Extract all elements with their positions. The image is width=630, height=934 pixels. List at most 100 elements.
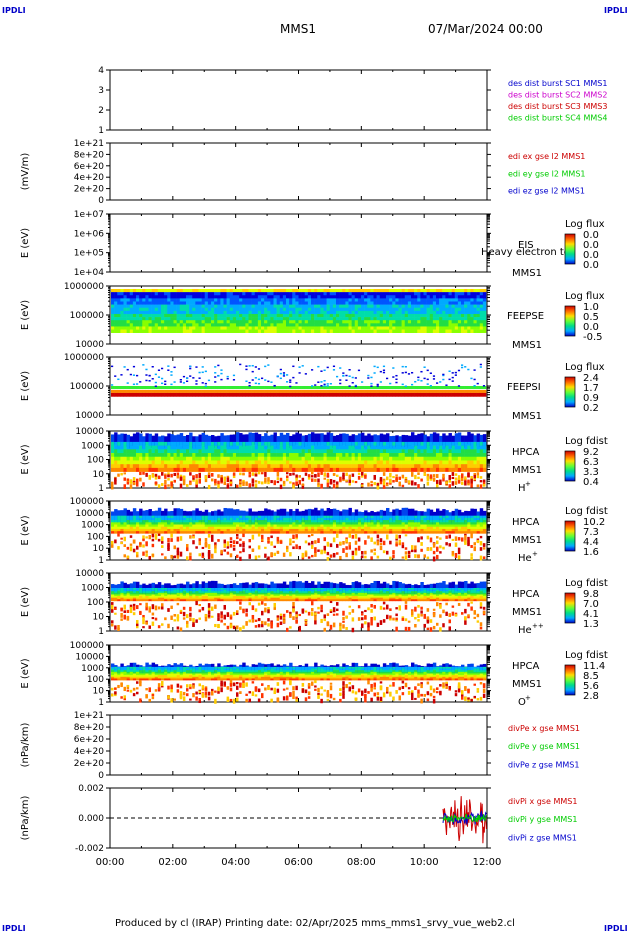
spectrogram-cell: [442, 304, 446, 309]
spectrogram-cell: [236, 554, 239, 558]
spectrogram-cell: [132, 520, 137, 523]
spectrogram-cell: [467, 329, 471, 333]
spectrogram-cell: [173, 307, 177, 312]
spectrogram-cell: [226, 298, 231, 302]
spectrogram-cell: [242, 533, 245, 538]
spectrogram-cell: [251, 453, 256, 458]
spectrogram-cell: [404, 456, 409, 461]
spectrogram-cell: [111, 317, 115, 321]
spectrogram-cell: [442, 307, 446, 312]
spectrogram-cell: [248, 524, 252, 528]
spectrogram-cell: [351, 329, 356, 333]
spectrogram-cell: [195, 520, 199, 523]
spectrogram-cell: [357, 326, 362, 330]
spectrogram-cell: [129, 298, 134, 302]
spectrogram-cell: [407, 480, 411, 484]
spectrogram-cell: [142, 464, 146, 469]
spectrogram-cell: [214, 366, 217, 368]
spectrogram-cell: [386, 467, 390, 472]
spectrogram-cell: [117, 329, 121, 333]
spectrogram-cell: [445, 467, 449, 472]
spectrogram-cell: [248, 445, 252, 450]
spectrogram-cell: [326, 310, 331, 315]
spectrogram-cell: [473, 310, 477, 315]
spectrogram-cell: [142, 522, 146, 525]
spectrogram-cell: [298, 475, 301, 478]
spectrogram-cell: [229, 310, 234, 315]
spectrogram-cell: [326, 441, 331, 446]
spectrogram-cell: [245, 329, 249, 333]
spectrogram-cell: [276, 524, 281, 528]
spectrogram-cell: [289, 449, 293, 454]
spectrogram-cell: [201, 453, 206, 458]
spectrogram-cell: [117, 460, 121, 465]
spectrogram-cell: [154, 310, 159, 315]
spectrogram-cell: [345, 295, 349, 299]
spectrogram-cell: [395, 456, 399, 461]
spectrogram-cell: [201, 432, 206, 445]
spectrogram-cell: [298, 307, 302, 312]
spectrogram-cell: [332, 310, 337, 315]
spectrogram-cell: [332, 453, 337, 458]
instrument-label: EIS: [518, 240, 534, 251]
spectrogram-cell: [304, 310, 309, 315]
spectrogram-cell: [264, 386, 268, 389]
spectrogram-cell: [214, 304, 218, 309]
spectrogram-cell: [432, 389, 437, 393]
spectrogram-cell: [189, 441, 193, 446]
spectrogram-cell: [286, 460, 290, 465]
spectrogram-cell: [404, 298, 409, 302]
spectrogram-cell: [298, 317, 302, 321]
spectrogram-cell: [142, 307, 146, 312]
spectrogram-cell: [139, 515, 143, 519]
spectrogram-cell: [354, 317, 359, 321]
spectrogram-cell: [295, 307, 299, 312]
colorbar-tick-label: 2.4: [583, 373, 599, 384]
spectrogram-cell: [395, 310, 399, 315]
spectrogram-cell: [411, 320, 415, 324]
spectrogram-cell: [114, 310, 118, 315]
spectrogram-cell: [336, 467, 340, 472]
spectrogram-cell: [198, 479, 201, 484]
spectrogram-cell: [482, 386, 487, 389]
spectrogram-cell: [295, 441, 299, 446]
spectrogram-cell: [229, 524, 234, 528]
spectrogram-cell: [161, 329, 165, 333]
y-tick-label: 1: [98, 556, 104, 566]
spectrogram-cell: [276, 323, 281, 327]
spectrogram-cell: [361, 317, 365, 321]
spectrogram-cell: [432, 323, 437, 327]
spectrogram-cell: [251, 370, 254, 373]
spectrogram-cell: [126, 478, 130, 481]
spectrogram-cell: [151, 392, 156, 397]
spectrogram-cell: [242, 541, 245, 544]
spectrogram-cell: [220, 524, 224, 528]
spectrogram-cell: [423, 304, 427, 309]
spectrogram-cell: [298, 456, 302, 461]
spectrogram-cell: [426, 481, 430, 486]
spectrogram-cell: [407, 435, 412, 448]
legend-entry: des dist burst SC3 MMS3: [508, 102, 607, 111]
spectrogram-cell: [439, 329, 443, 333]
spectrogram-cell: [186, 307, 190, 312]
spectrogram-cell: [392, 320, 396, 324]
spectrogram-cell: [161, 301, 165, 305]
spectrogram-cell: [226, 449, 231, 454]
spectrogram-cell: [257, 456, 262, 461]
spectrogram-cell: [189, 515, 193, 519]
spectrogram-cell: [289, 441, 293, 446]
spectrogram-cell: [136, 386, 140, 389]
spectrogram-cell: [154, 386, 159, 389]
spectrogram-cell: [182, 526, 187, 530]
spectrogram-cell: [373, 441, 377, 446]
spectrogram-cell: [151, 435, 156, 448]
spectrogram-cell: [342, 445, 346, 450]
spectrogram-cell: [276, 320, 281, 324]
spectrogram-cell: [473, 301, 477, 305]
spectrogram-cell: [164, 301, 168, 305]
spectrogram-cell: [136, 517, 140, 521]
spectrogram-cell: [229, 537, 233, 540]
spectrogram-cell: [245, 528, 249, 532]
spectrogram-cell: [142, 392, 146, 397]
spectrogram-cell: [364, 301, 368, 305]
